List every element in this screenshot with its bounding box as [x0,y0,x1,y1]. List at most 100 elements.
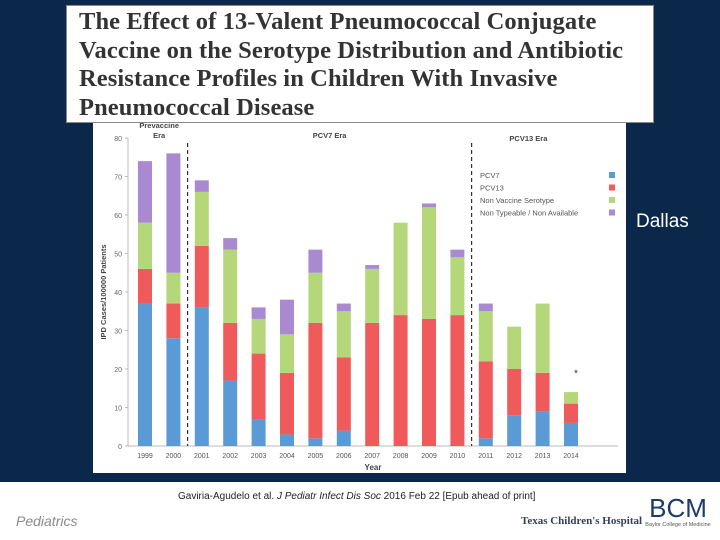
department-label: Pediatrics [16,513,78,529]
y-tick-label: 30 [114,329,122,336]
bar-segment [194,245,209,308]
bar-segment [280,299,294,335]
era-label-prevaccine-line2: Era [153,131,166,140]
x-tick-label: 2014 [563,453,579,460]
texas-childrens-hospital-logo: Texas Children's Hospital [521,515,643,527]
bar-segment [166,153,181,273]
bar-segment [564,422,578,446]
bar-segment [422,318,436,446]
legend-swatch [609,197,615,203]
legend-swatch [609,209,615,216]
bar-segment [280,334,294,373]
x-tick-label: 2012 [506,453,522,460]
bar-segment [194,180,209,192]
bar-segment [308,249,323,273]
title-line: The Effect of 13-Valent Pneumococcal Con… [79,8,597,35]
bar-segment [450,257,465,316]
legend-swatch [609,172,615,178]
bar-segment [308,272,323,323]
bar-segment [450,315,465,446]
bar-segment [336,311,351,358]
bar-segment [138,222,152,269]
bar-segment [280,372,294,435]
bar-segment [166,338,181,446]
bcm-logo: BCM Baylor College of Medicine [645,493,710,528]
y-tick-label: 40 [114,290,122,297]
y-axis-label: IPD Cases/100000 Patients [99,244,108,339]
y-tick-label: 0 [118,444,122,451]
x-tick-label: 2009 [421,453,437,460]
bar-segment [478,311,493,362]
bar-segment [223,380,238,446]
bar-segment [138,161,152,223]
title-line: Resistance Profiles in Children With Inv… [79,65,558,92]
bar-segment [280,434,294,446]
bar-segment [365,265,380,269]
x-tick-label: 1999 [137,453,153,460]
bar-segment [166,303,181,339]
bar-segment [365,268,380,323]
bar-segment [223,249,238,323]
bar-segment [251,353,266,420]
bar-segment [166,272,181,304]
bar-segment [393,222,408,316]
legend-swatch [609,184,615,191]
bar-segment [507,415,522,446]
y-tick-label: 20 [114,367,122,374]
title-box: The Effect of 13-Valent Pneumococcal Con… [66,5,654,123]
bar-segment [535,372,550,412]
bar-segment [251,307,266,319]
y-tick-label: 70 [114,175,122,182]
citation-rest: 2016 Feb 22 [Epub ahead of print] [380,491,536,502]
bar-segment [251,318,266,354]
x-tick-label: 2010 [450,453,466,460]
citation: Gaviria-Agudelo et al. J Pediatr Infect … [178,491,535,502]
era-label-pcv13: PCV13 Era [509,134,548,143]
x-tick-label: 2001 [194,453,210,460]
bar-segment [336,357,351,431]
side-label: Dallas [636,211,689,232]
bar-segment [422,207,436,319]
x-tick-label: 2011 [478,453,493,460]
ipd-stacked-bar-chart: 0 10 20 30 40 50 60 70 80 IPD Cases/100000 Patien… [99,121,618,472]
bar-segment [478,303,493,312]
era-label-pcv7: PCV7 Era [313,131,348,140]
x-tick-label: 2013 [535,453,551,460]
legend-label: PCV7 [480,171,500,180]
bar-segment [564,403,578,423]
bar-segment [564,392,578,404]
annotation-asterisk: * [574,369,578,380]
y-tick-label: 50 [114,252,122,259]
bar-segment [422,203,436,208]
x-tick-label: 2007 [364,453,380,460]
x-tick-label: 2003 [251,453,267,460]
bcm-tagline: Baylor College of Medicine [645,522,710,528]
era-label-prevaccine-line1: Prevaccine [139,123,179,130]
x-tick-label: 2004 [279,453,295,460]
bar-segment [223,238,238,250]
bar-segment [507,369,522,416]
legend-label: PCV13 [480,184,504,193]
bar-segment [336,430,351,446]
chart-panel: 0 10 20 30 40 50 60 70 80 IPD Cases/100000 Patien… [93,121,626,473]
bcm-logo-text: BCM [649,493,707,523]
legend-label: Non Typeable / Non Available [480,209,578,218]
bar-segment [251,419,266,446]
y-tick-label: 60 [114,213,122,220]
footer [0,482,720,540]
citation-journal: J Pediatr Infect Dis Soc [276,491,381,502]
x-tick-label: 2006 [336,453,352,460]
bar-segment [336,303,351,312]
bar-segment [308,438,323,446]
citation-authors: Gaviria-Agudelo et al. [178,491,277,502]
bar-segment [478,438,493,446]
bar-segment [194,191,209,246]
legend-label: Non Vaccine Serotype [480,196,554,205]
bar-segment [507,326,522,369]
bar-segment [308,322,323,439]
slide-title: The Effect of 13-Valent Pneumococcal Con… [79,8,647,122]
bar-segment [194,307,209,446]
x-tick-label: 2008 [393,453,409,460]
x-axis-label: Year [365,463,382,472]
x-tick-label: 2000 [166,453,182,460]
